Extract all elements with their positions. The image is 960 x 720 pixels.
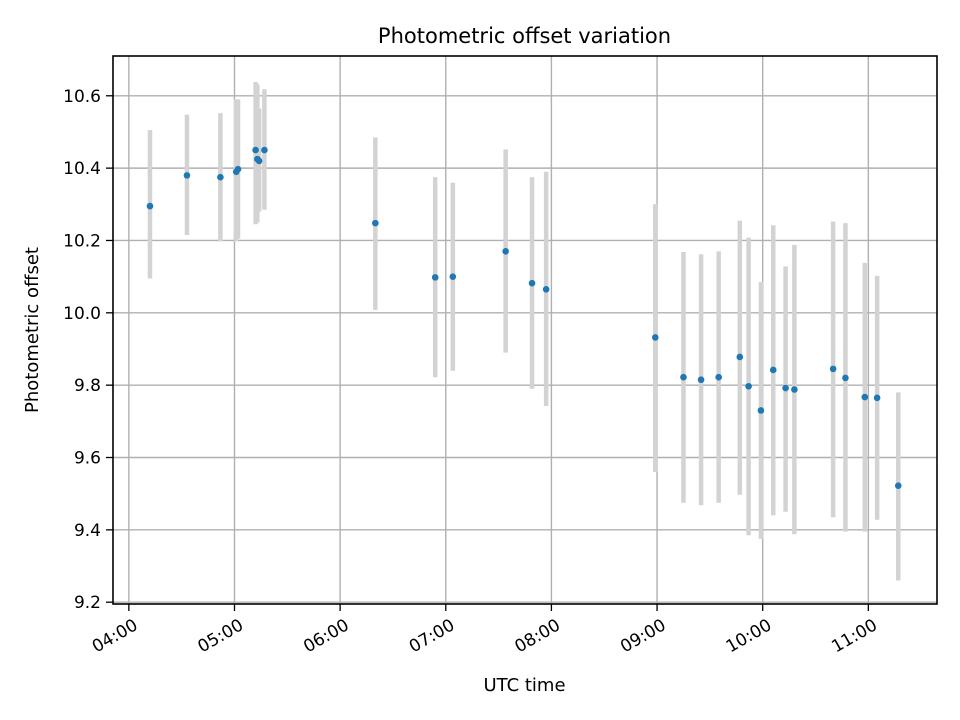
data-point bbox=[697, 376, 705, 384]
y-axis-ticks: 9.2 9.4 9.6 9.8 10.0 10.2 10.4 10.6 bbox=[63, 87, 113, 613]
data-point bbox=[769, 366, 777, 374]
data-point bbox=[234, 165, 242, 173]
data-point bbox=[252, 146, 259, 154]
y-tick-label: 9.4 bbox=[74, 521, 101, 541]
data-point bbox=[183, 172, 191, 179]
data-point bbox=[757, 407, 765, 414]
data-point bbox=[782, 384, 789, 392]
data-point bbox=[894, 482, 902, 490]
data-point bbox=[745, 382, 752, 390]
data-point bbox=[791, 386, 798, 393]
y-tick-label: 9.8 bbox=[74, 376, 101, 396]
data-point bbox=[736, 353, 744, 361]
data-point bbox=[217, 173, 224, 181]
y-tick-label: 9.2 bbox=[74, 593, 101, 613]
data-point bbox=[449, 273, 457, 280]
y-tick-label: 9.6 bbox=[74, 449, 101, 469]
data-point bbox=[261, 146, 268, 154]
data-point bbox=[502, 248, 509, 255]
data-point bbox=[431, 274, 439, 281]
data-point bbox=[542, 286, 550, 293]
x-axis-label: UTC time bbox=[483, 675, 565, 696]
data-point bbox=[842, 374, 849, 382]
data-points bbox=[146, 146, 902, 490]
data-point bbox=[146, 202, 154, 210]
data-point bbox=[829, 365, 837, 373]
data-point bbox=[651, 334, 659, 341]
data-point bbox=[861, 393, 869, 401]
data-point bbox=[873, 394, 881, 402]
y-tick-label: 10.0 bbox=[63, 304, 101, 324]
data-point bbox=[528, 279, 536, 287]
y-tick-label: 10.2 bbox=[63, 231, 101, 251]
y-tick-label: 10.4 bbox=[63, 159, 101, 179]
data-point bbox=[372, 219, 379, 227]
plot-frame bbox=[112, 55, 938, 605]
chart-title: Photometric offset variation bbox=[378, 24, 671, 48]
data-point bbox=[715, 373, 722, 381]
y-tick-label: 10.6 bbox=[63, 87, 101, 107]
y-axis-label: Photometric offset bbox=[22, 247, 43, 413]
data-point bbox=[680, 373, 687, 381]
data-point bbox=[255, 157, 263, 165]
